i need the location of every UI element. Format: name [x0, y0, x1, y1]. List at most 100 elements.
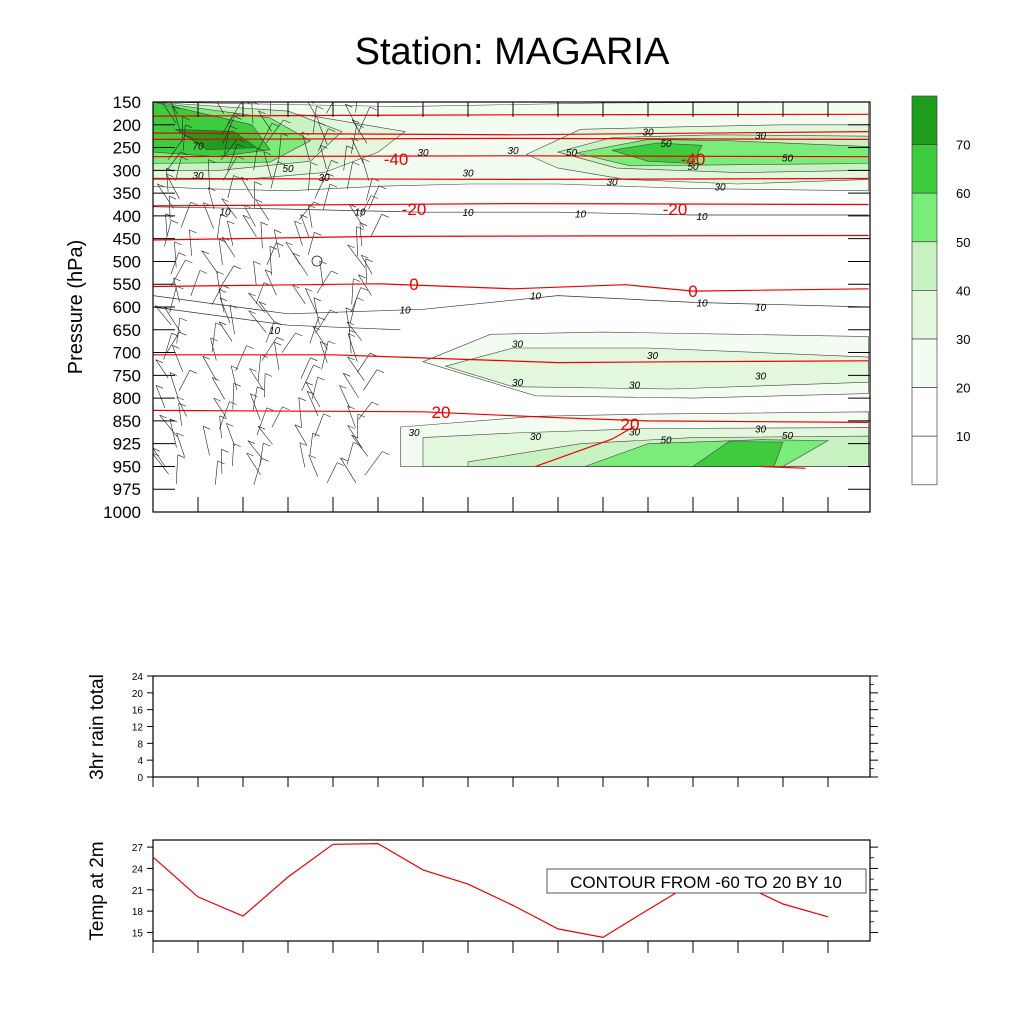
- wind-barb-flag: [352, 161, 360, 166]
- wind-barb: [182, 124, 186, 151]
- wind-barb: [360, 254, 373, 275]
- wind-barb-flag: [300, 214, 308, 218]
- wind-barb: [176, 396, 187, 417]
- isotach-label: 50: [687, 162, 699, 173]
- y-tick-label: 950: [113, 457, 141, 476]
- isotach-label: 10: [696, 298, 708, 309]
- wind-barb-flag: [185, 124, 193, 129]
- wind-barb-flag: [176, 432, 184, 437]
- wind-barb: [314, 413, 324, 438]
- wind-barb-flag: [357, 413, 366, 418]
- wind-barb-flag: [248, 292, 256, 297]
- temperature-isotherm: [153, 155, 869, 158]
- wind-barb-flag: [382, 451, 390, 455]
- colorbar-box: [911, 144, 938, 194]
- wind-barb: [256, 407, 268, 436]
- wind-barb-flag: [276, 337, 284, 341]
- wind-barb-flag: [166, 94, 173, 97]
- temperature-isotherm: [153, 177, 869, 181]
- wind-barb-flag: [264, 373, 273, 377]
- main-y-axis-label: Pressure (hPa): [65, 240, 87, 375]
- wind-barb-flag: [171, 220, 179, 224]
- wind-barb: [257, 354, 262, 382]
- wind-barb: [180, 201, 191, 228]
- wind-barb-flag: [178, 252, 186, 256]
- rain-y-tick-label: 24: [132, 672, 144, 683]
- wind-barb-flag: [219, 297, 228, 302]
- wind-barb: [178, 370, 191, 391]
- isotach-label: 30: [629, 428, 641, 439]
- isotach-10-west: [153, 306, 401, 331]
- main-axis-ticks: 1502002503003504004505005506006507007508…: [103, 93, 870, 522]
- wind-barb: [357, 414, 359, 438]
- colorbar-box: [911, 290, 938, 340]
- isotach-label: 10: [354, 207, 366, 218]
- wind-barb-flag: [351, 119, 360, 123]
- colorbar-label: 70: [956, 138, 970, 153]
- wind-barb: [235, 345, 247, 372]
- wind-barb-flag: [253, 261, 261, 265]
- isotherm-label: 20: [432, 403, 451, 422]
- wind-barb-flag: [326, 173, 334, 177]
- wind-barb-flag: [233, 383, 241, 387]
- wind-barb: [257, 426, 273, 445]
- isotach-label: 30: [408, 428, 420, 439]
- wind-barb-flag: [345, 103, 353, 108]
- rain-y-tick-label: 20: [132, 689, 144, 700]
- wind-barb-flag: [318, 316, 326, 321]
- isotherm-label: 0: [688, 282, 697, 301]
- wind-barb-flag: [227, 220, 235, 225]
- colorbar-box: [911, 387, 938, 437]
- isotach-label: 10: [530, 292, 542, 303]
- wind-barb: [215, 460, 218, 485]
- isotach-label: 50: [282, 164, 294, 175]
- wind-barb: [326, 462, 338, 483]
- wind-barb-flag: [226, 423, 234, 427]
- wind-barb: [170, 259, 186, 287]
- wind-barb: [161, 102, 177, 124]
- wind-barb: [221, 237, 236, 257]
- wind-barb-flag: [233, 443, 241, 447]
- wind-barb-flag: [347, 405, 355, 410]
- wind-barb-flag: [320, 145, 328, 149]
- wind-barb: [355, 102, 358, 113]
- temperature-contours: [153, 113, 869, 469]
- wind-barb: [164, 220, 172, 247]
- wind-barb-flag: [209, 89, 216, 92]
- wind-barb: [343, 373, 359, 399]
- wind-barb: [339, 385, 350, 409]
- rain-y-tick-label: 0: [137, 773, 143, 784]
- rain-y-tick-label: 12: [132, 723, 144, 734]
- wind-barb-flag: [189, 370, 197, 374]
- colorbar-label: 60: [956, 186, 970, 201]
- wind-barb: [216, 214, 221, 240]
- wind-barb: [315, 309, 331, 334]
- wind-barb-flag: [171, 332, 179, 337]
- wind-barb-flag: [216, 271, 224, 275]
- y-tick-label: 550: [113, 275, 141, 294]
- wind-barb: [300, 214, 310, 237]
- wind-barb: [248, 310, 267, 333]
- wind-barb-flag: [292, 252, 301, 257]
- wind-barb: [281, 332, 296, 353]
- wind-barb: [305, 382, 321, 408]
- temperature-isotherm: [153, 234, 869, 241]
- temp-y-tick-label: 27: [132, 843, 144, 854]
- isotach-label: 30: [647, 351, 659, 362]
- wind-barb: [201, 250, 219, 274]
- wind-barb: [253, 147, 258, 171]
- wind-barb: [255, 282, 265, 304]
- isotach-label: 30: [512, 378, 524, 389]
- y-tick-label: 975: [113, 480, 141, 499]
- wind-barb: [190, 270, 201, 297]
- temperature-isotherm: [153, 409, 869, 423]
- wind-barb-flag: [369, 106, 377, 111]
- y-tick-label: 800: [113, 389, 141, 408]
- wind-barb: [153, 453, 169, 475]
- wind-barb-flag: [257, 147, 265, 152]
- wind-barb: [307, 102, 320, 122]
- wind-barb-flag: [343, 373, 351, 377]
- wind-barb: [255, 199, 270, 221]
- contour-labels: 70 30 10 50 30 10 30 10 30 30 10 30 50 50 30 50 30 10 30 50…: [192, 128, 793, 447]
- wind-barb-flag: [270, 92, 277, 95]
